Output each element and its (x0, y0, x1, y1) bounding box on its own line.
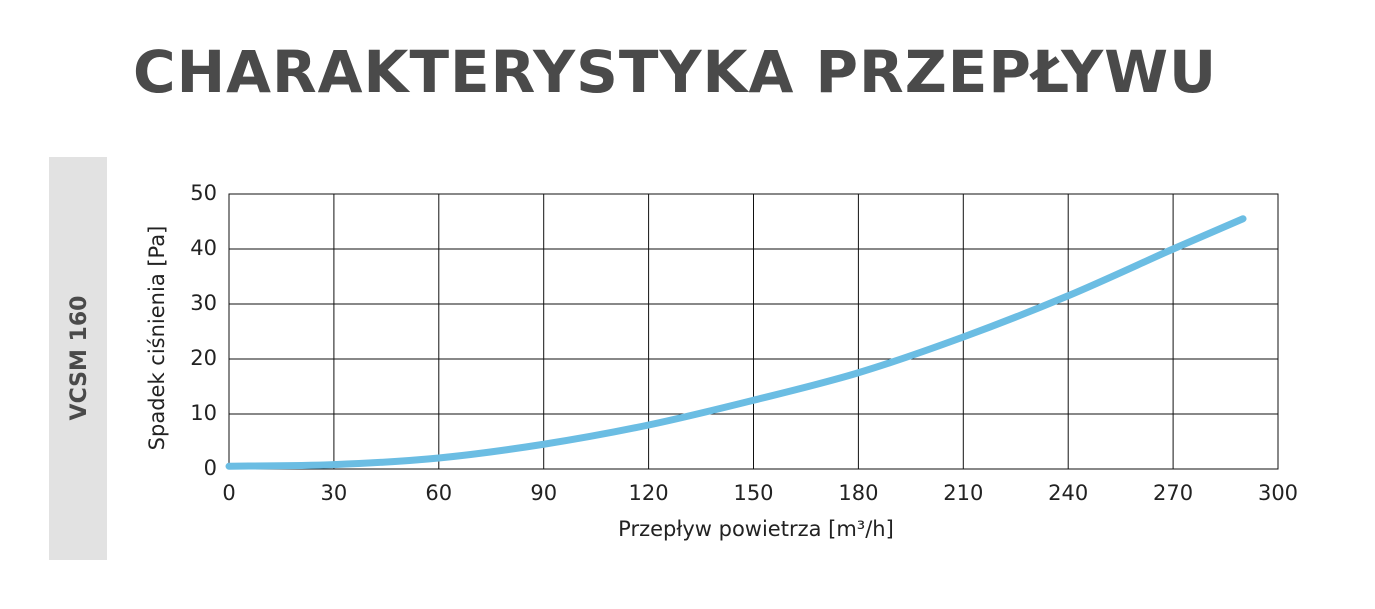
data-line (225, 215, 1247, 470)
x-tick-label: 270 (1153, 481, 1193, 505)
x-tick-label: 90 (530, 481, 557, 505)
y-tick-label: 0 (204, 456, 217, 480)
x-tick-label: 120 (629, 481, 669, 505)
y-axis-label: Spadek ciśnienia [Pa] (145, 226, 169, 451)
side-label: VCSM 160 (67, 296, 92, 421)
x-tick-label: 210 (943, 481, 983, 505)
x-tick-label: 300 (1258, 481, 1298, 505)
y-tick-label: 10 (190, 401, 217, 425)
x-tick-label: 240 (1048, 481, 1088, 505)
y-tick-label: 50 (190, 181, 217, 205)
x-tick-label: 180 (838, 481, 878, 505)
y-tick-label: 40 (190, 236, 217, 260)
x-tick-label: 150 (733, 481, 773, 505)
x-tick-label: 60 (425, 481, 452, 505)
x-tick-label: 30 (321, 481, 348, 505)
plot-frame (228, 193, 1279, 470)
side-panel (49, 157, 107, 560)
chart-title: CHARAKTERYSTYKA PRZEPŁYWU (133, 38, 1217, 106)
x-axis-label: Przepływ powietrza [m³/h] (618, 517, 894, 541)
y-tick-label: 20 (190, 346, 217, 370)
y-tick-label: 30 (190, 291, 217, 315)
x-tick-label: 0 (222, 481, 235, 505)
